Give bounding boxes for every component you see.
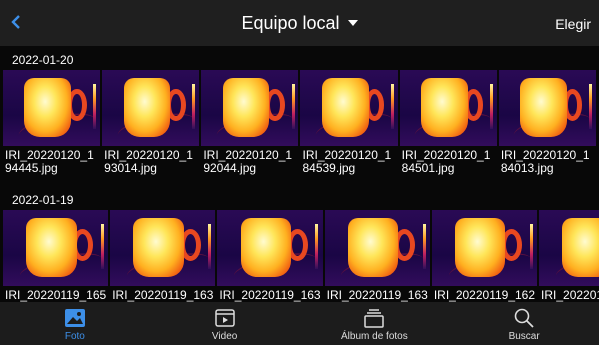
file-name: IRI_20220120_184501.jpg [400,146,497,186]
thumbnail [499,70,596,146]
mug [421,78,468,137]
video-icon [214,308,236,328]
nav-album[interactable]: Álbum de fotos [300,302,450,345]
file-name: IRI_20220119_163 [110,286,215,302]
mug [241,218,291,277]
photo-item[interactable]: IRI_20220119_162 [432,210,537,302]
color-scale [93,84,96,130]
file-name: IRI_20220119_165 [3,286,108,302]
mug [562,218,599,277]
photo-item[interactable]: IRI_20220120_184539.jpg [300,70,397,186]
nav-label: Buscar [509,331,540,342]
photo-icon [64,308,86,328]
photo-item[interactable]: IRI_20220120_193014.jpg [102,70,199,186]
thumbnail [300,70,397,146]
mug [223,78,270,137]
mug [322,78,369,137]
photo-item[interactable]: IRI_20220119_163 [110,210,215,302]
thumbnail [432,210,537,286]
back-button[interactable] [10,14,22,30]
photo-item[interactable]: IRI_20220120_194445.jpg [3,70,100,186]
app-screen: Equipo local Elegir 2022-01-20IRI_202201… [0,0,599,345]
nav-label: Álbum de fotos [341,331,408,342]
file-name: IRI_20220120_193014.jpg [102,146,199,186]
photo-item[interactable]: IRI_20220120_184013.jpg [499,70,596,186]
nav-label: Foto [65,331,85,342]
select-button[interactable]: Elegir [555,16,591,32]
file-name: IRI_20220119_162 [539,286,599,302]
thumbnail [400,70,497,146]
title: Equipo local [241,13,339,34]
location-dropdown[interactable]: Equipo local [241,13,357,34]
thumbnail [102,70,199,146]
dropdown-arrow [348,20,358,26]
thumbnail [201,70,298,146]
thumbnail [325,210,430,286]
nav-photo[interactable]: Foto [0,302,150,345]
photo-item[interactable]: IRI_20220119_162 [539,210,599,302]
photo-item[interactable]: IRI_20220119_163 [325,210,430,302]
color-scale [192,84,195,130]
color-scale [315,224,318,270]
file-name: IRI_20220120_184013.jpg [499,146,596,186]
file-name: IRI_20220120_194445.jpg [3,146,100,186]
date-header: 2022-01-19 [3,186,596,210]
search-icon [513,308,535,328]
mug [455,218,505,277]
top-bar: Equipo local Elegir [0,0,599,46]
nav-search[interactable]: Buscar [449,302,599,345]
nav-video[interactable]: Video [150,302,300,345]
nav-label: Video [212,331,237,342]
mug [348,218,398,277]
file-name: IRI_20220119_162 [432,286,537,302]
mug [520,78,567,137]
bottom-nav: Foto Video Álbum de fotos Buscar [0,302,599,345]
color-scale [292,84,295,130]
color-scale [589,84,592,130]
thumbnail [3,210,108,286]
thumbnail [539,210,599,286]
mug [133,218,183,277]
color-scale [530,224,533,270]
color-scale [208,224,211,270]
mug [24,78,71,137]
date-header: 2022-01-20 [3,46,596,70]
photo-item[interactable]: IRI_20220119_165 [3,210,108,302]
photo-item[interactable]: IRI_20220120_192044.jpg [201,70,298,186]
color-scale [391,84,394,130]
file-name: IRI_20220120_192044.jpg [201,146,298,186]
color-scale [490,84,493,130]
mug [26,218,76,277]
file-name: IRI_20220119_163 [325,286,430,302]
thumbnail [3,70,100,146]
album-icon [363,308,385,328]
color-scale [101,224,104,270]
file-name: IRI_20220120_184539.jpg [300,146,397,186]
mug [124,78,171,137]
photo-item[interactable]: IRI_20220120_184501.jpg [400,70,497,186]
thumbnail [217,210,322,286]
color-scale [423,224,426,270]
photo-item[interactable]: IRI_20220119_163 [217,210,322,302]
file-name: IRI_20220119_163 [217,286,322,302]
thumbnail [110,210,215,286]
